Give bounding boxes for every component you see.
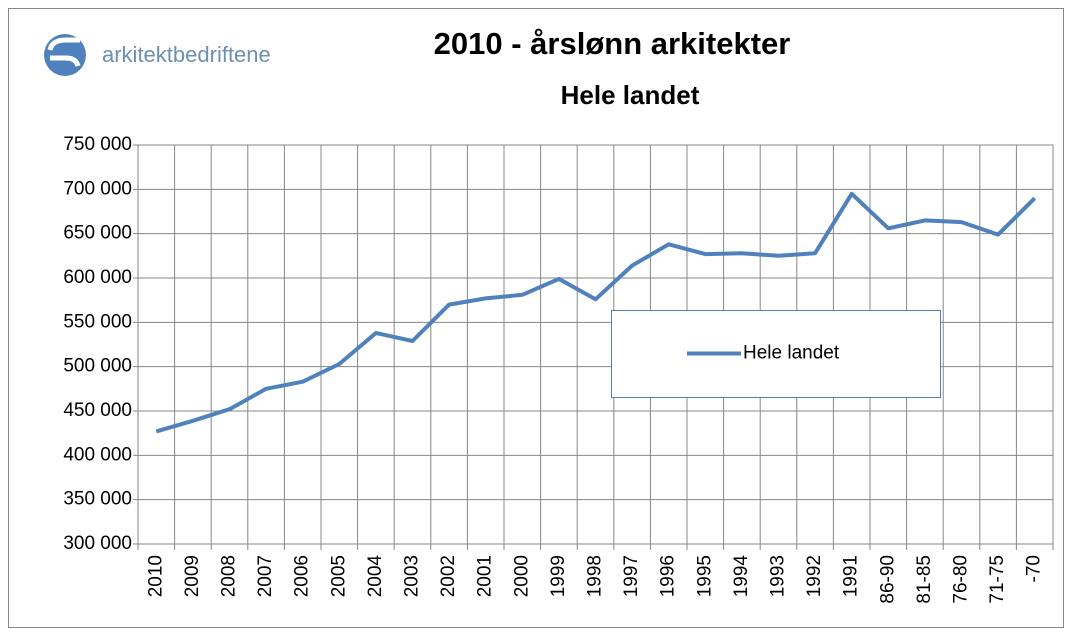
x-tick-label: 2009 [182,555,203,597]
y-tick-label: 500 000 [63,356,132,377]
y-tick-label: 700 000 [63,178,132,199]
y-tick-label: 350 000 [63,489,132,510]
chart-title: 2010 - årslønn arkitekter [434,26,791,61]
y-tick-label: 750 000 [63,134,132,155]
x-tick-label: 2005 [328,555,349,597]
x-tick-label: 2002 [438,555,459,597]
x-tick-label: 2008 [219,555,240,597]
x-tick-label: 1995 [694,555,715,597]
x-tick-label: 2006 [292,555,313,597]
x-tick-label: 1993 [768,555,789,597]
x-tick-label: 2001 [475,555,496,597]
x-tick-label: 1999 [548,555,569,597]
chart-subtitle: Hele landet [561,80,700,110]
x-tick-label: 2007 [255,555,276,597]
x-tick-label: 2004 [365,555,386,598]
x-tick-label: 76-80 [951,555,972,604]
logo-text: arkitektbedriftene [102,42,271,67]
x-tick-label: 2000 [511,555,532,597]
x-tick-label: 2003 [402,555,423,597]
y-tick-label: 600 000 [63,267,132,288]
y-tick-label: 650 000 [63,223,132,244]
x-tick-label: 2010 [145,555,166,597]
x-tick-label: 1996 [658,555,679,597]
x-tick-label: 71-75 [987,555,1008,604]
legend-label: Hele landet [743,343,840,364]
x-tick-label: 1994 [731,555,752,598]
x-tick-label: 1991 [841,555,862,597]
x-tick-label: 1998 [585,555,606,597]
x-tick-label: 1997 [621,555,642,597]
logo-icon [44,34,86,76]
y-tick-label: 300 000 [63,533,132,554]
line-series [155,191,1037,434]
x-tick-label: 81-85 [914,555,935,604]
y-tick-label: 450 000 [63,400,132,421]
y-tick-label: 400 000 [63,444,132,465]
legend-box [611,310,941,398]
x-tick-label: 86-90 [877,555,898,604]
x-tick-label: 1992 [804,555,825,597]
x-tick-label: -70 [1024,555,1045,582]
y-tick-label: 550 000 [63,311,132,332]
